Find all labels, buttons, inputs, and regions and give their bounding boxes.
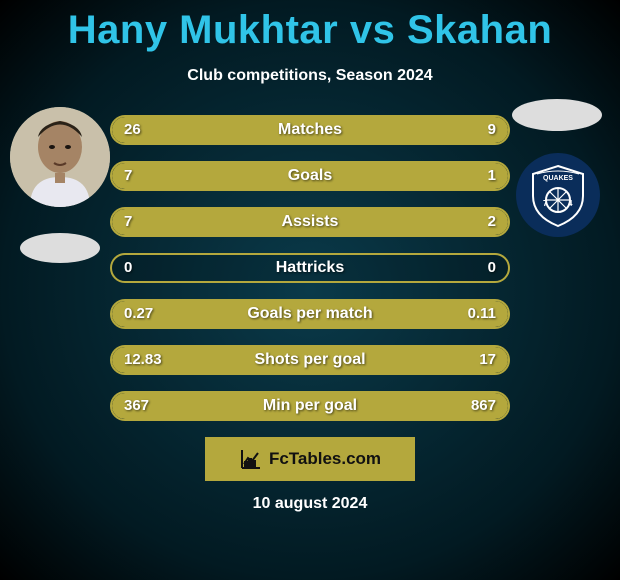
stat-row: 71Goals	[110, 161, 510, 191]
stat-row: 269Matches	[110, 115, 510, 145]
player1-avatar	[10, 107, 110, 207]
stat-label: Hattricks	[112, 255, 508, 281]
svg-text:4: 4	[568, 199, 573, 208]
stat-label: Min per goal	[112, 393, 508, 419]
svg-text:QUAKES: QUAKES	[543, 175, 573, 182]
player1-flag-placeholder	[20, 233, 100, 263]
subtitle: Club competitions, Season 2024	[0, 67, 620, 85]
chart-icon	[239, 447, 263, 471]
stat-row: 72Assists	[110, 207, 510, 237]
page-title: Hany Mukhtar vs Skahan	[0, 0, 620, 53]
stat-row: 12.8317Shots per goal	[110, 345, 510, 375]
svg-text:7: 7	[543, 199, 548, 208]
stat-row: 00Hattricks	[110, 253, 510, 283]
player2-flag-placeholder	[512, 99, 602, 131]
stat-label: Matches	[112, 117, 508, 143]
stat-row: 0.270.11Goals per match	[110, 299, 510, 329]
stat-row: 367867Min per goal	[110, 391, 510, 421]
player2-club-badge: QUAKES 7 4	[516, 153, 600, 237]
stat-label: Shots per goal	[112, 347, 508, 373]
stat-label: Goals	[112, 163, 508, 189]
site-badge[interactable]: FcTables.com	[205, 437, 415, 481]
stat-label: Goals per match	[112, 301, 508, 327]
stat-bars: 269Matches 71Goals 72Assists 00Hattricks 0.2…	[110, 115, 510, 421]
comparison-panel: QUAKES 7 4 269Matches 71Goals 72Assists 00H…	[0, 115, 620, 513]
site-badge-label: FcTables.com	[269, 449, 381, 469]
stat-label: Assists	[112, 209, 508, 235]
date-label: 10 august 2024	[0, 495, 620, 513]
